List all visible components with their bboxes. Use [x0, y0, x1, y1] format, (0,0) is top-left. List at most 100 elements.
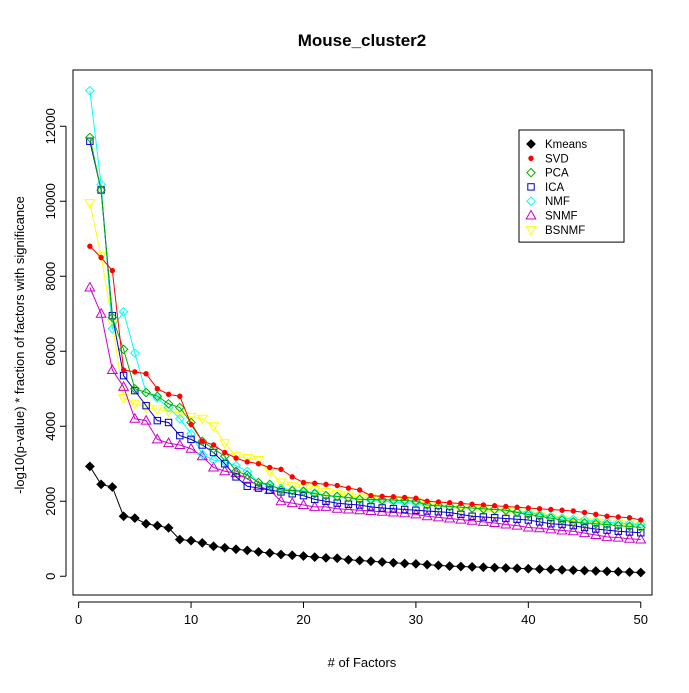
legend-label-kmeans: Kmeans: [545, 139, 587, 151]
data-point-nmf: [163, 402, 174, 413]
legend-label-bsnmf: BSNMF: [545, 225, 585, 237]
series-pca: [84, 132, 646, 533]
series-snmf: [84, 281, 647, 544]
data-point-snmf: [443, 512, 456, 523]
data-point-ica: [311, 495, 319, 504]
data-point-kmeans: [590, 566, 601, 576]
data-point-svd: [165, 391, 172, 398]
data-point-svd: [503, 503, 509, 510]
data-point-snmf: [174, 438, 186, 449]
data-point-pca: [276, 485, 286, 495]
data-point-svd: [469, 501, 475, 507]
plot-frame: [72, 69, 653, 596]
data-point-snmf: [342, 503, 355, 514]
data-point-kmeans: [321, 552, 331, 563]
data-point-snmf: [522, 521, 534, 532]
data-point-svd: [379, 493, 385, 500]
series-layer: [84, 85, 647, 578]
data-point-kmeans: [579, 565, 590, 576]
data-point-ica: [176, 431, 184, 440]
data-point-pca: [557, 515, 567, 525]
data-point-pca: [163, 398, 174, 409]
data-point-svd: [446, 500, 453, 506]
data-point-pca: [343, 492, 354, 503]
data-point-ica: [400, 505, 409, 514]
data-point-nmf: [118, 306, 129, 317]
data-point-svd: [255, 461, 262, 467]
data-point-snmf: [84, 281, 96, 292]
legend-entry-nmf: NMF: [526, 196, 570, 208]
data-point-svd: [267, 464, 273, 471]
data-point-kmeans: [242, 545, 253, 556]
data-point-svd: [570, 508, 577, 514]
data-point-pca: [231, 466, 241, 477]
data-point-svd: [626, 515, 633, 521]
data-point-ica: [412, 506, 420, 514]
legend-label-ica: ICA: [545, 182, 565, 194]
legend-marker-ica: [527, 183, 535, 191]
data-point-pca: [264, 479, 275, 490]
data-point-svd: [413, 495, 419, 501]
data-point-nmf: [298, 485, 309, 496]
data-point-svd: [593, 511, 599, 518]
data-point-svd: [278, 466, 284, 473]
data-point-kmeans: [377, 557, 388, 567]
data-point-snmf: [477, 515, 490, 526]
y-tick-label: 10000: [43, 183, 58, 219]
data-point-ica: [625, 528, 634, 536]
legend-marker-kmeans: [526, 139, 536, 149]
data-point-bsnmf: [241, 454, 253, 465]
data-point-nmf: [568, 514, 579, 525]
data-point-svd: [132, 369, 138, 375]
data-point-svd: [401, 494, 408, 501]
data-point-snmf: [241, 472, 253, 483]
data-point-kmeans: [174, 534, 185, 545]
data-point-bsnmf: [320, 487, 332, 498]
data-point-svd: [188, 421, 194, 428]
y-tick-label: 2000: [43, 487, 58, 516]
data-point-pca: [478, 503, 489, 514]
data-point-svd: [154, 386, 161, 392]
data-point-nmf: [366, 495, 376, 506]
data-point-ica: [254, 484, 263, 492]
data-point-svd: [435, 499, 442, 505]
data-point-kmeans: [152, 520, 163, 531]
data-point-svd: [491, 503, 498, 509]
data-point-nmf: [186, 428, 196, 439]
data-point-snmf: [297, 498, 310, 509]
data-point-kmeans: [354, 555, 365, 566]
data-point-kmeans: [287, 550, 298, 561]
legend-marker-bsnmf: [525, 225, 537, 236]
data-point-kmeans: [343, 554, 354, 565]
data-point-svd: [334, 482, 340, 489]
legend: Kmeans SVD PCA ICA NMF SNMF BSNMF: [518, 129, 625, 243]
data-point-pca: [500, 505, 511, 516]
data-point-ica: [232, 473, 240, 481]
data-point-snmf: [106, 363, 119, 374]
data-point-ica: [243, 482, 251, 490]
data-point-snmf: [590, 528, 602, 539]
data-point-ica: [434, 508, 443, 516]
data-point-kmeans: [422, 559, 433, 570]
data-point-ica: [490, 514, 499, 522]
data-point-bsnmf: [219, 439, 231, 450]
legend-entry-pca: PCA: [526, 168, 569, 180]
data-point-snmf: [421, 510, 433, 521]
data-point-kmeans: [399, 558, 410, 569]
legend-label-svd: SVD: [545, 153, 569, 165]
data-point-pca: [410, 496, 421, 507]
data-point-pca: [613, 520, 624, 531]
x-tick-label: 10: [184, 612, 198, 627]
data-point-svd: [199, 438, 205, 444]
y-axis-label: -log10(p-value) * fraction of factors wi…: [12, 196, 27, 494]
y-tick-label: 4000: [43, 412, 58, 441]
data-point-ica: [502, 514, 510, 523]
data-point-ica: [142, 401, 150, 410]
legend-label-pca: PCA: [545, 168, 569, 180]
data-point-ica: [423, 507, 431, 515]
data-point-snmf: [162, 437, 175, 448]
series-kmeans: [84, 461, 646, 578]
data-point-pca: [152, 391, 163, 402]
data-point-kmeans: [455, 561, 466, 572]
